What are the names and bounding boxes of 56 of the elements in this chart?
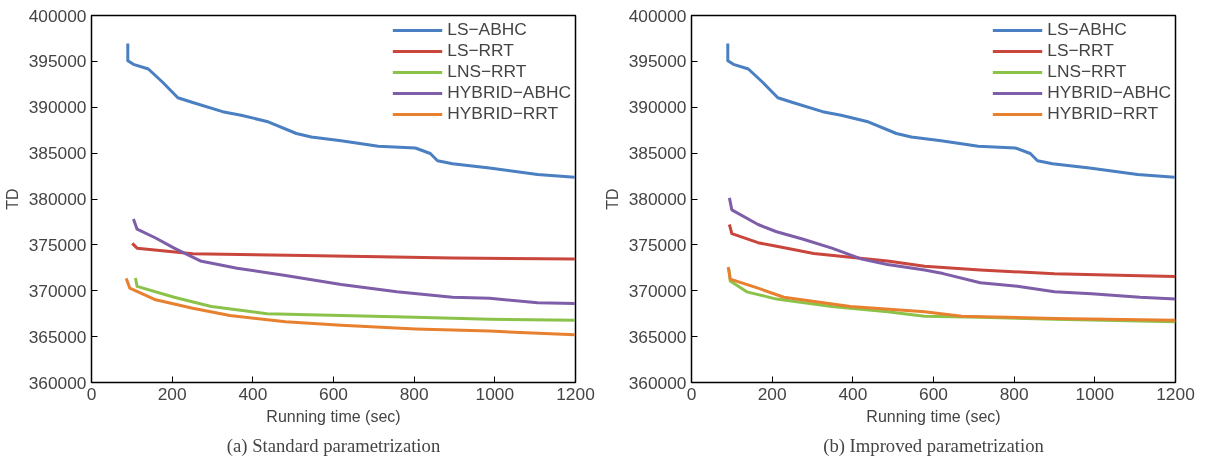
x-axis-title: Running time (sec) <box>266 407 401 425</box>
y-tick-label: 390000 <box>628 97 687 118</box>
x-tick-label: 0 <box>86 383 97 404</box>
x-tick-label: 1200 <box>1156 383 1195 404</box>
y-tick-label: 370000 <box>28 280 87 301</box>
legend-label: LS−ABHC <box>1047 19 1127 40</box>
y-tick-label: 400000 <box>628 5 687 26</box>
legend-label: LNS−RRT <box>1047 61 1127 82</box>
y-tick-label: 395000 <box>628 51 687 72</box>
x-tick-label: 600 <box>319 383 348 404</box>
y-tick-label: 380000 <box>628 189 687 209</box>
y-axis-title: TD <box>603 188 621 210</box>
x-tick-label: 1000 <box>1075 383 1115 404</box>
legend-label: HYBRID−ABHC <box>1047 82 1171 103</box>
x-tick-label: 1000 <box>475 383 515 404</box>
x-tick-label: 400 <box>838 383 868 404</box>
y-tick-label: 385000 <box>28 143 87 164</box>
x-axis-title: Running time (sec) <box>866 407 1001 425</box>
legend-label: HYBRID−RRT <box>447 103 559 124</box>
y-tick-label: 360000 <box>628 372 687 393</box>
legend-label: LS−RRT <box>1047 40 1114 61</box>
line-series <box>133 276 576 322</box>
y-tick-label: 395000 <box>28 51 87 72</box>
legend-label: LS−ABHC <box>447 19 527 40</box>
x-tick-label: 800 <box>399 383 429 404</box>
line-series <box>124 276 576 337</box>
y-tick-label: 375000 <box>628 234 687 255</box>
x-tick-label: 600 <box>919 383 948 404</box>
y-tick-label: 380000 <box>28 189 87 209</box>
legend-label: HYBRID−RRT <box>1047 103 1159 124</box>
legend-label: LNS−RRT <box>447 61 527 82</box>
x-tick-label: 200 <box>757 383 787 404</box>
x-tick-label: 200 <box>157 383 187 404</box>
text: (b) Improved parametrization <box>823 434 1045 457</box>
line-series <box>726 42 1176 179</box>
x-tick-label: 800 <box>999 383 1029 404</box>
x-tick-label: 1200 <box>556 383 595 404</box>
x-tick-label: 0 <box>686 383 697 404</box>
line-series <box>126 42 576 179</box>
y-tick-label: 385000 <box>628 143 687 164</box>
y-tick-label: 365000 <box>628 326 687 347</box>
line-series <box>131 217 576 305</box>
y-tick-label: 400000 <box>28 5 87 26</box>
y-tick-label: 360000 <box>28 372 87 393</box>
legend-label: LS−RRT <box>447 40 514 61</box>
text: (a) Standard parametrization <box>226 434 441 457</box>
line-series <box>727 223 1176 279</box>
y-axis-title: TD <box>3 188 21 210</box>
y-tick-label: 375000 <box>28 234 87 255</box>
x-tick-label: 400 <box>238 383 268 404</box>
legend-label: HYBRID−ABHC <box>447 82 571 103</box>
y-tick-label: 365000 <box>28 326 87 347</box>
y-tick-label: 370000 <box>628 280 687 301</box>
line-series <box>727 196 1176 301</box>
y-tick-label: 390000 <box>28 97 87 118</box>
line-series <box>130 241 576 261</box>
